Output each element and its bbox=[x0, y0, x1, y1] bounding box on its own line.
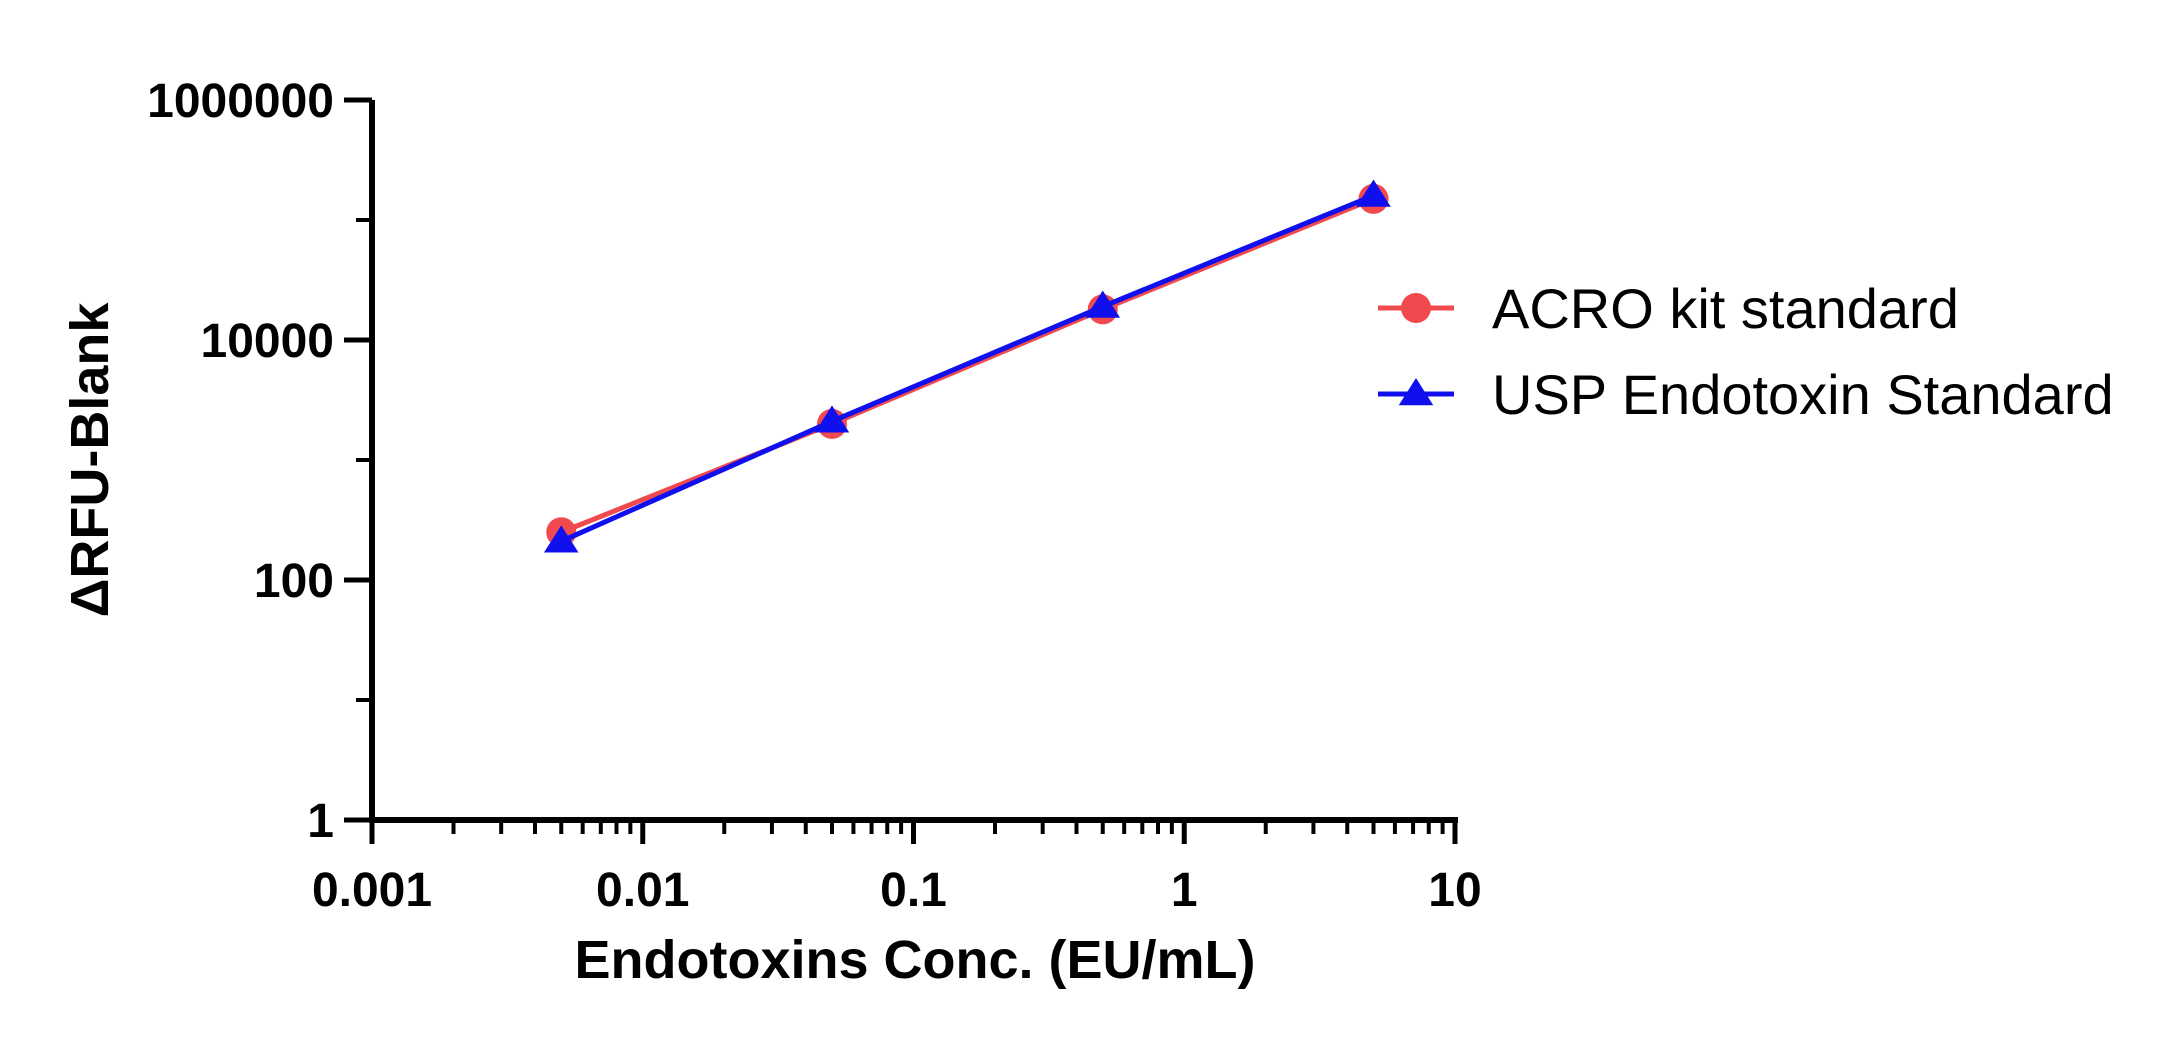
axis-ticks: 0.001 0.01 0.1 1 10 1 100 10000 1000000 bbox=[147, 75, 1482, 917]
x-axis-title: Endotoxins Conc. (EU/mL) bbox=[575, 930, 1256, 990]
series-line bbox=[560, 193, 1375, 544]
legend-circle-marker bbox=[1401, 293, 1431, 323]
y-axis-title: ΔRFU-Blank bbox=[60, 302, 120, 618]
y-tick-label: 10000 bbox=[201, 315, 334, 368]
y-tick-label: 1000000 bbox=[147, 75, 334, 128]
triangle-marker bbox=[1356, 179, 1391, 207]
x-tick-label: 0.1 bbox=[880, 864, 947, 917]
x-tick-label: 0.01 bbox=[596, 864, 689, 917]
legend-label: ACRO kit standard bbox=[1492, 277, 1959, 340]
y-tick-label: 1 bbox=[307, 795, 334, 848]
x-tick-label: 1 bbox=[1171, 864, 1198, 917]
legend: ACRO kit standard USP Endotoxin Standard bbox=[1378, 277, 2114, 426]
legend-label: USP Endotoxin Standard bbox=[1492, 363, 2114, 426]
x-tick-label: 0.001 bbox=[312, 864, 432, 917]
triangle-marker bbox=[1085, 290, 1121, 318]
x-tick-label: 10 bbox=[1428, 864, 1481, 917]
triangle-marker bbox=[543, 525, 579, 553]
data-series bbox=[543, 179, 1391, 553]
triangle-marker bbox=[814, 405, 850, 433]
y-tick-label: 100 bbox=[254, 555, 334, 608]
legend-triangle-marker bbox=[1398, 378, 1434, 406]
